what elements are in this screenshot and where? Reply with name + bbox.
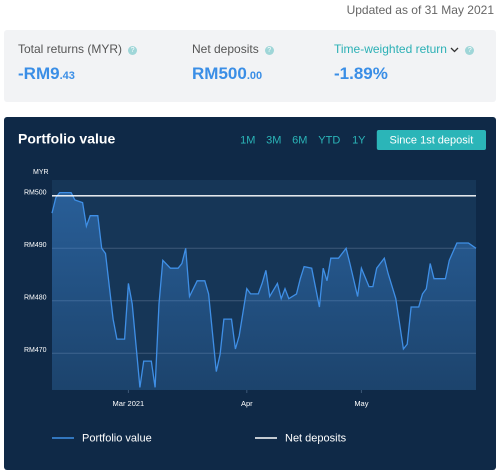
- stat-label[interactable]: Time-weighted return ?: [334, 42, 475, 56]
- value-small: .43: [59, 70, 75, 82]
- y-tick-label: RM480: [24, 295, 47, 302]
- summary-card: Total returns (MYR)? -RM9.43 Net deposit…: [4, 30, 496, 102]
- stat-value: -RM9.43: [18, 64, 137, 84]
- help-icon[interactable]: ?: [465, 46, 475, 55]
- chevron[interactable]: [450, 47, 459, 53]
- range-button[interactable]: Since 1st deposit: [390, 134, 474, 146]
- stat-value: -1.89%: [334, 64, 474, 84]
- stat-label: Net deposits?: [192, 42, 274, 56]
- y-unit: MYR: [33, 169, 49, 176]
- range-button[interactable]: 1Y: [352, 134, 366, 146]
- y-tick-label: RM490: [24, 242, 47, 249]
- stat: Net deposits? RM500.00: [192, 42, 274, 84]
- value-main: -RM9: [18, 64, 60, 83]
- y-tick-label: RM470: [24, 347, 47, 354]
- x-tick-label: Mar 2021: [113, 399, 145, 408]
- legend-label: Portfolio value: [82, 432, 152, 444]
- range-button[interactable]: 3M: [266, 134, 281, 146]
- stat-label-text: Total returns (MYR): [18, 42, 123, 56]
- legend-label: Net deposits: [285, 432, 347, 444]
- value-small: .00: [246, 70, 263, 82]
- stat: Total returns (MYR)? -RM9.43: [18, 42, 138, 84]
- range-button[interactable]: 6M: [292, 134, 307, 146]
- x-tick-label: Apr: [241, 399, 253, 408]
- updated-note: Updated as of 31 May 2021: [346, 3, 494, 17]
- help-icon[interactable]: ?: [264, 46, 274, 55]
- range-button[interactable]: YTD: [318, 134, 340, 146]
- stat-value: RM500.00: [192, 64, 274, 84]
- range-button-bg[interactable]: [376, 130, 486, 150]
- x-tick-label: May: [354, 399, 368, 408]
- stat-label-text[interactable]: Time-weighted return: [334, 42, 447, 56]
- range-button[interactable]: 1M: [240, 134, 255, 146]
- series-line: [51, 191, 477, 388]
- help-icon[interactable]: ?: [128, 46, 138, 55]
- y-tick-label: RM500: [24, 190, 47, 197]
- value-main: RM500: [192, 64, 247, 83]
- chart-title: Portfolio value: [18, 131, 115, 147]
- stat: Time-weighted return ? -1.89%: [334, 42, 475, 84]
- value-main: -1.89%: [334, 64, 388, 83]
- stat-label-text: Net deposits: [192, 42, 259, 56]
- chart-panel: Portfolio value MYR Since 1st deposit 1Y Y…: [4, 117, 496, 470]
- area-fill: [52, 192, 476, 390]
- stat-label: Total returns (MYR)?: [18, 42, 138, 56]
